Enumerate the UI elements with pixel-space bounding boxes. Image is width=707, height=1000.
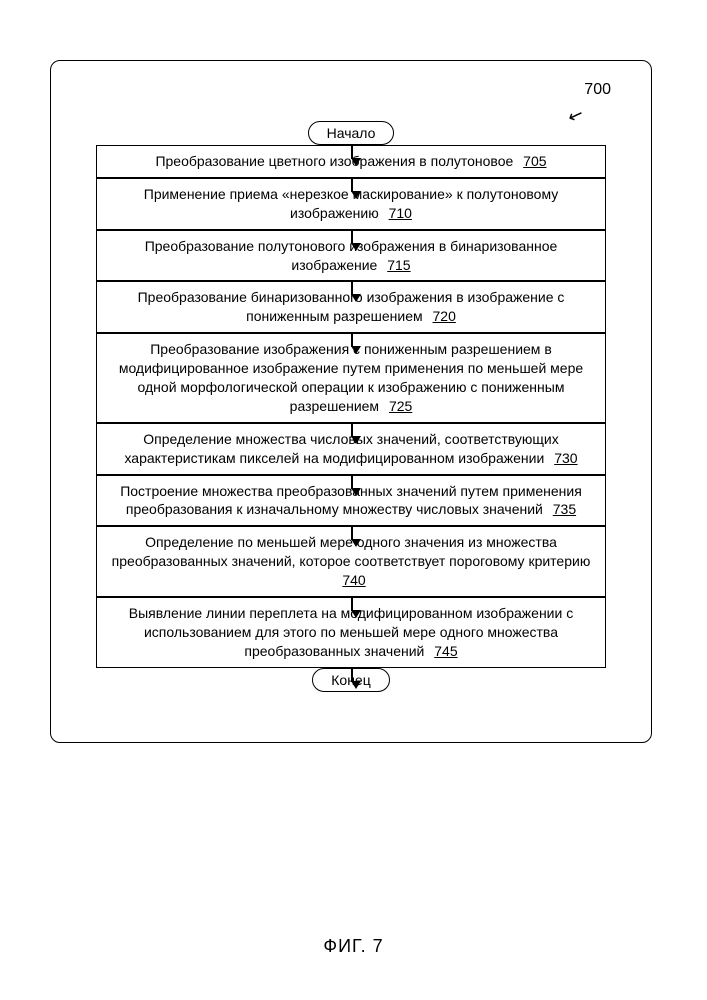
step-number: 725 bbox=[389, 398, 412, 414]
step-number: 740 bbox=[342, 572, 365, 588]
figure-frame: 700 ↙ Начало Преобразование цветного изо… bbox=[50, 60, 652, 743]
step-number: 710 bbox=[389, 205, 412, 221]
step-number: 715 bbox=[387, 257, 410, 273]
step-number: 745 bbox=[434, 643, 457, 659]
step-number: 730 bbox=[554, 450, 577, 466]
step-number: 735 bbox=[553, 501, 576, 517]
figure-ref-number: 700 bbox=[584, 81, 611, 99]
step-number: 705 bbox=[523, 153, 546, 169]
flowchart: Начало Преобразование цветного изображен… bbox=[51, 121, 651, 692]
step-text: Преобразование цветного изображения в по… bbox=[155, 153, 513, 169]
terminator-start: Начало bbox=[308, 121, 395, 145]
step-text: Определение множества числовых значений,… bbox=[124, 431, 558, 466]
figure-caption: ФИГ. 7 bbox=[0, 936, 707, 957]
step-number: 720 bbox=[433, 308, 456, 324]
